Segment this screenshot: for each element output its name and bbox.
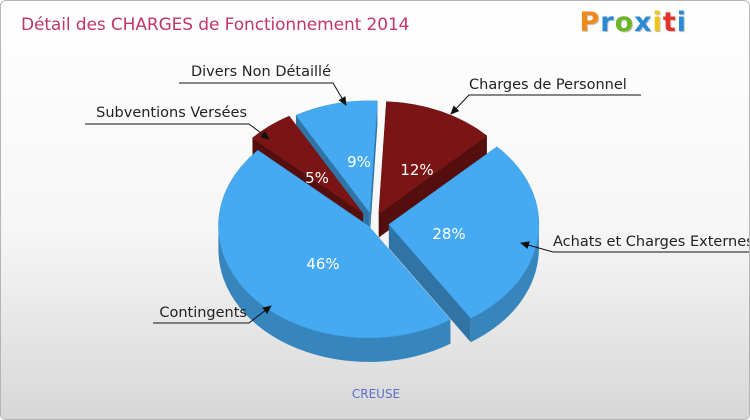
slice-category-label: Charges de Personnel <box>469 77 627 93</box>
chart-title: Détail des CHARGES de Fonctionnement 201… <box>21 15 410 35</box>
pie-slice <box>252 115 364 214</box>
callout-line <box>153 305 272 324</box>
logo-letter: x <box>634 7 653 38</box>
slice-category-label: Contingents <box>159 305 247 321</box>
callout-line <box>85 123 270 140</box>
callout-line <box>450 94 641 115</box>
slice-percent-label: 5% <box>305 169 329 187</box>
pie-slice <box>218 149 451 339</box>
pie-slice <box>378 101 488 214</box>
pie-slice-side <box>218 225 451 362</box>
logo-letter: t <box>662 7 677 38</box>
logo-letter: o <box>614 7 635 38</box>
slice-percent-label: 12% <box>400 161 433 179</box>
slice-percent-label: 46% <box>306 255 339 273</box>
pie-slice-wall <box>369 100 378 237</box>
pie-slice-side <box>470 224 539 343</box>
logo-letter: P <box>579 7 601 38</box>
proxiti-logo: Proxiti <box>579 7 687 38</box>
callout-line <box>520 241 749 253</box>
logo-letter: r <box>600 7 615 38</box>
slice-category-label: Achats et Charges Externes <box>553 234 750 250</box>
logo-letter: i <box>676 7 687 38</box>
logo-letter: i <box>652 7 663 38</box>
callout-line <box>179 82 347 106</box>
pie-slice-wall <box>388 224 471 343</box>
slice-category-label: Divers Non Détaillé <box>191 64 331 80</box>
region-label: CREUSE <box>351 387 401 401</box>
slice-percent-label: 9% <box>347 153 371 171</box>
pie-slice <box>295 100 378 214</box>
slice-category-label: Subventions Versées <box>96 105 247 121</box>
slice-percent-label: 28% <box>432 225 465 243</box>
pie-slice <box>388 146 540 319</box>
